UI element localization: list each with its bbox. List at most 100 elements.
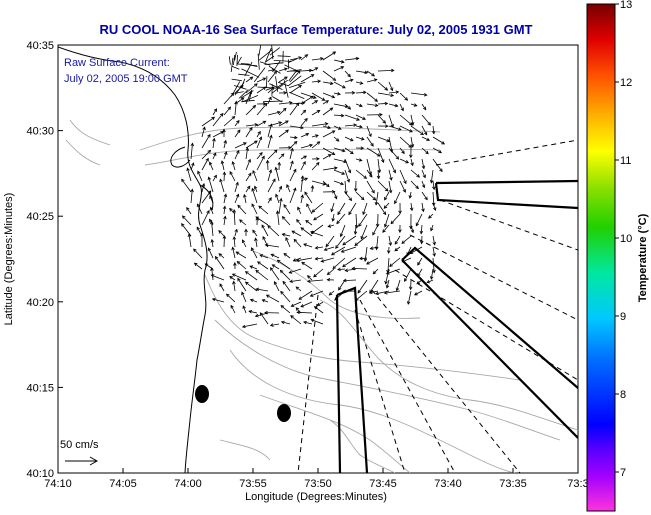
current-vector-head bbox=[282, 107, 287, 112]
current-vector-head bbox=[248, 172, 252, 177]
current-vector bbox=[197, 171, 203, 182]
current-vector-head bbox=[300, 194, 304, 199]
current-vector-head bbox=[224, 151, 228, 155]
current-vector bbox=[234, 129, 241, 138]
current-vector bbox=[407, 290, 412, 305]
current-vector bbox=[399, 136, 412, 148]
current-vector bbox=[414, 290, 423, 296]
current-vector-head bbox=[433, 207, 437, 211]
colorbar-tick-label: 9 bbox=[620, 311, 626, 323]
current-vector bbox=[399, 92, 408, 101]
current-vector bbox=[364, 246, 368, 262]
current-vector-head bbox=[219, 112, 224, 117]
current-vector bbox=[201, 183, 205, 193]
contour-lines bbox=[65, 119, 578, 473]
current-vector bbox=[322, 130, 335, 138]
current-vector bbox=[388, 103, 398, 107]
current-vector bbox=[241, 292, 247, 303]
current-vector bbox=[355, 213, 358, 228]
current-vector-head bbox=[441, 141, 446, 145]
current-vector bbox=[289, 136, 298, 139]
current-vector bbox=[300, 144, 313, 149]
current-vector-head bbox=[207, 133, 211, 138]
current-vector-head bbox=[423, 131, 428, 136]
current-vector-head bbox=[350, 150, 354, 155]
current-vector bbox=[252, 170, 258, 182]
current-vector bbox=[265, 244, 280, 248]
current-vector bbox=[352, 268, 368, 270]
current-vector-head bbox=[232, 208, 237, 213]
current-vector-head bbox=[255, 216, 260, 220]
current-vector-head bbox=[209, 218, 213, 223]
current-vector bbox=[256, 120, 266, 127]
current-vector-head bbox=[415, 222, 419, 227]
current-vector bbox=[300, 301, 313, 308]
current-vector bbox=[415, 213, 423, 226]
current-vector bbox=[218, 230, 225, 237]
current-vector bbox=[219, 283, 225, 292]
current-vector bbox=[300, 92, 317, 99]
current-vector bbox=[267, 96, 272, 105]
current-vector bbox=[355, 169, 367, 179]
current-vector-head bbox=[404, 278, 408, 283]
current-vector-head bbox=[254, 123, 259, 127]
current-vector-head bbox=[313, 217, 317, 221]
current-vector-head bbox=[229, 276, 233, 280]
current-vector-head bbox=[210, 274, 215, 278]
current-vector bbox=[399, 103, 404, 111]
current-vector-head bbox=[305, 220, 309, 224]
current-vector bbox=[377, 92, 394, 96]
current-vector bbox=[252, 229, 258, 237]
current-vector-head bbox=[274, 166, 279, 171]
current-vector bbox=[255, 238, 258, 248]
current-vector-head bbox=[340, 66, 345, 70]
current-vector bbox=[229, 276, 236, 281]
current-vector-head bbox=[320, 57, 324, 61]
current-vector-head bbox=[251, 203, 255, 208]
current-vector-head bbox=[236, 261, 241, 265]
current-vector-head bbox=[392, 169, 396, 174]
current-vector bbox=[271, 45, 274, 60]
current-vector-head bbox=[326, 278, 331, 282]
current-vector-head bbox=[197, 170, 201, 175]
current-vector bbox=[341, 246, 357, 253]
current-vector bbox=[278, 108, 287, 116]
current-vector bbox=[366, 180, 375, 194]
current-vector bbox=[256, 156, 265, 171]
current-vector bbox=[300, 195, 304, 204]
current-vector bbox=[223, 151, 227, 160]
current-vector-head bbox=[231, 246, 235, 251]
current-vector-head bbox=[187, 233, 192, 238]
current-vector bbox=[281, 321, 291, 325]
current-vector bbox=[251, 188, 258, 204]
current-vector-head bbox=[388, 189, 393, 194]
current-vector-head bbox=[207, 247, 212, 252]
current-vector-head bbox=[385, 271, 390, 275]
current-vector bbox=[426, 279, 434, 283]
current-vector bbox=[311, 224, 324, 234]
current-vector bbox=[322, 125, 331, 129]
current-vector-head bbox=[300, 304, 305, 308]
current-vector-head bbox=[415, 185, 419, 190]
current-vector-head bbox=[363, 258, 368, 263]
current-vector bbox=[251, 203, 258, 215]
current-vector bbox=[289, 125, 304, 129]
current-vector bbox=[296, 219, 302, 226]
current-vector bbox=[273, 60, 281, 71]
current-vector-head bbox=[337, 91, 341, 96]
current-vector-head bbox=[331, 130, 336, 134]
current-vector bbox=[428, 213, 434, 219]
current-vector-head bbox=[295, 258, 300, 263]
current-vector-head bbox=[213, 152, 217, 157]
current-vector bbox=[333, 66, 344, 72]
current-vector bbox=[265, 47, 272, 62]
current-vector-head bbox=[344, 268, 349, 273]
current-vector-head bbox=[338, 286, 342, 291]
x-tick-label: 74:10 bbox=[44, 478, 72, 490]
current-vector bbox=[366, 92, 378, 102]
current-vector bbox=[208, 247, 214, 259]
current-vector bbox=[289, 102, 300, 116]
current-vector bbox=[289, 169, 297, 182]
current-vector-head bbox=[391, 68, 395, 73]
current-vector bbox=[234, 142, 247, 149]
